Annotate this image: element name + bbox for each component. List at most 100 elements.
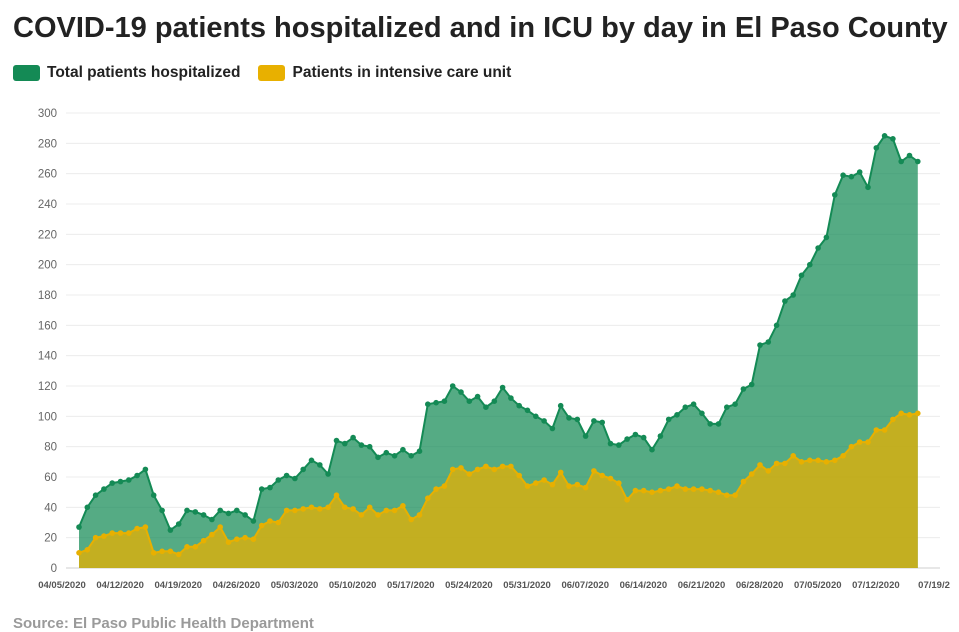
point-icu: [242, 534, 248, 541]
y-tick-label: 160: [38, 320, 57, 332]
point-icu: [366, 504, 373, 511]
legend-label-hospitalized: Total patients hospitalized: [47, 64, 241, 81]
legend-label-icu: Patients in intensive care unit: [292, 64, 512, 81]
point-icu: [217, 524, 223, 530]
point-icu: [690, 486, 697, 492]
point-hospitalized: [383, 449, 390, 456]
point-icu: [458, 465, 464, 471]
point-icu: [375, 512, 381, 518]
point-hospitalized: [159, 507, 165, 514]
point-icu: [649, 489, 655, 496]
point-icu: [391, 507, 398, 514]
point-icu: [707, 487, 713, 494]
x-tick-label: 07/12/2020: [852, 580, 900, 591]
point-hospitalized: [657, 433, 664, 439]
point-hospitalized: [890, 136, 896, 142]
point-hospitalized: [856, 169, 863, 175]
point-hospitalized: [292, 475, 298, 482]
point-hospitalized: [524, 407, 531, 414]
point-icu: [524, 483, 531, 489]
point-hospitalized: [790, 292, 796, 298]
point-icu: [848, 443, 855, 450]
point-icu: [76, 550, 82, 556]
point-icu: [873, 427, 880, 433]
point-icu: [773, 460, 780, 467]
point-icu: [516, 472, 522, 479]
point-icu: [134, 525, 140, 532]
point-icu: [682, 486, 689, 492]
point-icu: [225, 539, 232, 545]
point-icu: [250, 536, 257, 542]
point-icu: [416, 512, 423, 518]
x-tick-label: 05/17/2020: [387, 580, 435, 591]
point-icu: [607, 475, 614, 482]
point-icu: [408, 516, 415, 523]
point-hospitalized: [516, 402, 522, 409]
point-hospitalized: [699, 410, 705, 417]
point-hospitalized: [632, 431, 639, 438]
point-icu: [815, 457, 821, 464]
point-hospitalized: [707, 421, 713, 427]
point-icu: [823, 459, 830, 465]
area-chart: 0 20 40 60 80 100 120 140 160 180 200 220 240 260 280 3…: [38, 108, 950, 591]
point-icu: [292, 507, 298, 514]
point-hospitalized: [225, 510, 232, 517]
point-icu: [209, 531, 215, 538]
point-hospitalized: [557, 402, 564, 409]
point-icu: [175, 551, 182, 558]
point-hospitalized: [449, 383, 456, 389]
point-icu: [317, 506, 323, 512]
point-hospitalized: [607, 440, 614, 447]
point-icu: [400, 503, 406, 509]
point-hospitalized: [217, 507, 223, 514]
point-hospitalized: [117, 478, 124, 485]
point-icu: [715, 489, 722, 496]
point-hospitalized: [101, 486, 107, 492]
point-icu: [267, 518, 273, 524]
point-hospitalized: [433, 399, 439, 406]
point-hospitalized: [807, 261, 813, 268]
point-hospitalized: [782, 298, 788, 304]
point-hospitalized: [757, 342, 763, 348]
y-tick-label: 220: [38, 229, 57, 241]
y-tick-label: 40: [44, 502, 57, 514]
point-icu: [632, 487, 639, 494]
point-icu: [549, 481, 556, 488]
point-icu: [624, 497, 630, 503]
point-icu: [798, 459, 805, 465]
point-icu: [665, 486, 672, 492]
point-icu: [126, 530, 132, 536]
point-hospitalized: [724, 404, 730, 411]
point-icu: [732, 492, 738, 499]
x-tick-label: 05/10/2020: [329, 580, 377, 591]
x-tick-label: 06/28/2020: [736, 580, 784, 591]
legend-swatch-hospitalized: [13, 65, 40, 81]
y-tick-label: 280: [38, 138, 57, 150]
point-hospitalized: [300, 466, 307, 473]
point-hospitalized: [848, 173, 855, 180]
y-tick-label: 200: [38, 260, 57, 272]
point-hospitalized: [109, 480, 115, 486]
source-note: Source: El Paso Public Health Department: [13, 615, 314, 632]
point-hospitalized: [832, 192, 838, 198]
point-hospitalized: [84, 504, 91, 511]
point-hospitalized: [275, 477, 282, 483]
point-icu: [441, 483, 448, 489]
point-icu: [508, 463, 514, 470]
point-icu: [150, 550, 157, 556]
point-hospitalized: [342, 440, 348, 447]
point-hospitalized: [184, 507, 190, 514]
point-icu: [474, 466, 481, 473]
point-hospitalized: [283, 472, 290, 479]
point-icu: [640, 487, 647, 494]
point-icu: [616, 480, 622, 486]
point-hospitalized: [765, 339, 772, 345]
point-icu: [333, 492, 340, 499]
point-hospitalized: [549, 425, 556, 432]
point-hospitalized: [400, 446, 406, 453]
point-hospitalized: [366, 443, 373, 450]
point-hospitalized: [209, 516, 215, 523]
x-tick-label: 05/24/2020: [445, 580, 493, 591]
x-tick-label: 05/03/2020: [271, 580, 319, 591]
point-icu: [591, 468, 597, 474]
